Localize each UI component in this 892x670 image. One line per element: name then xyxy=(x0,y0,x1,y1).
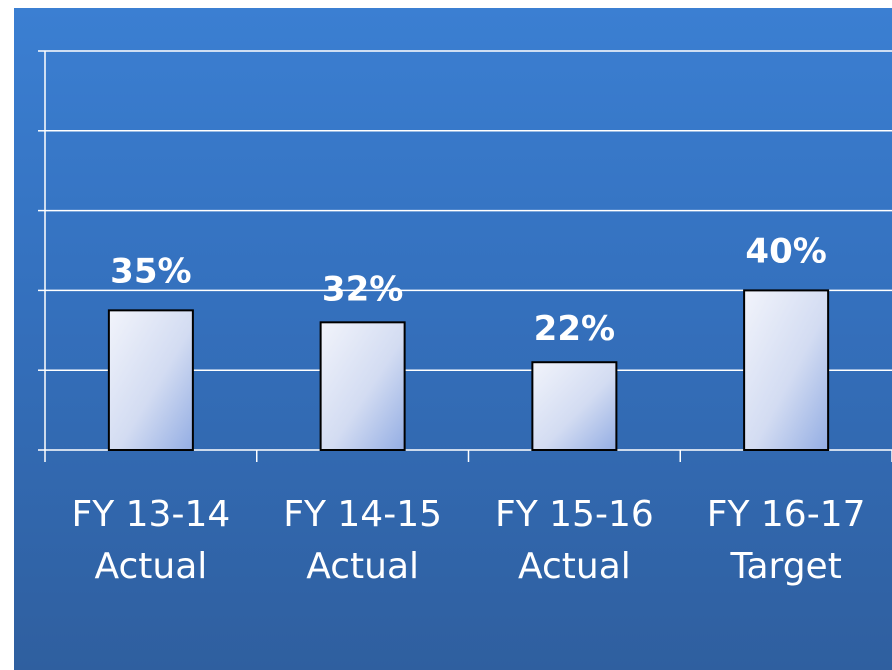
category-label-2-line-1: Actual xyxy=(518,546,631,587)
chart-frame: 35% 32% 22% 40% FY 13-14 Actual FY 14-15 Actua… xyxy=(14,8,892,670)
category-label-1: FY 14-15 Actual xyxy=(283,494,442,587)
category-label-0-line-0: FY 13-14 xyxy=(72,494,231,535)
data-labels: 35% 32% 22% 40% xyxy=(110,231,827,349)
category-label-0: FY 13-14 Actual xyxy=(72,494,231,587)
category-label-2: FY 15-16 Actual xyxy=(495,494,654,587)
category-label-3-line-0: FY 16-17 xyxy=(707,494,866,535)
category-label-2-line-0: FY 15-16 xyxy=(495,494,654,535)
bar-chart: 35% 32% 22% 40% FY 13-14 Actual FY 14-15 Actua… xyxy=(38,50,892,587)
bars xyxy=(107,289,830,452)
category-label-3-line-1: Target xyxy=(729,546,841,587)
category-label-3: FY 16-17 Target xyxy=(707,494,866,587)
category-label-1-line-1: Actual xyxy=(306,546,419,587)
category-label-0-line-1: Actual xyxy=(94,546,207,587)
data-label-1: 32% xyxy=(322,269,403,309)
bar-1 xyxy=(319,321,406,452)
category-label-1-line-0: FY 14-15 xyxy=(283,494,442,535)
bar-2 xyxy=(531,361,618,451)
data-label-0: 35% xyxy=(110,251,191,291)
bar-0 xyxy=(107,309,194,451)
data-label-2: 22% xyxy=(534,309,615,349)
category-labels: FY 13-14 Actual FY 14-15 Actual FY 15-16 Actu… xyxy=(72,494,866,587)
bar-3 xyxy=(743,289,830,451)
data-label-3: 40% xyxy=(745,231,826,271)
